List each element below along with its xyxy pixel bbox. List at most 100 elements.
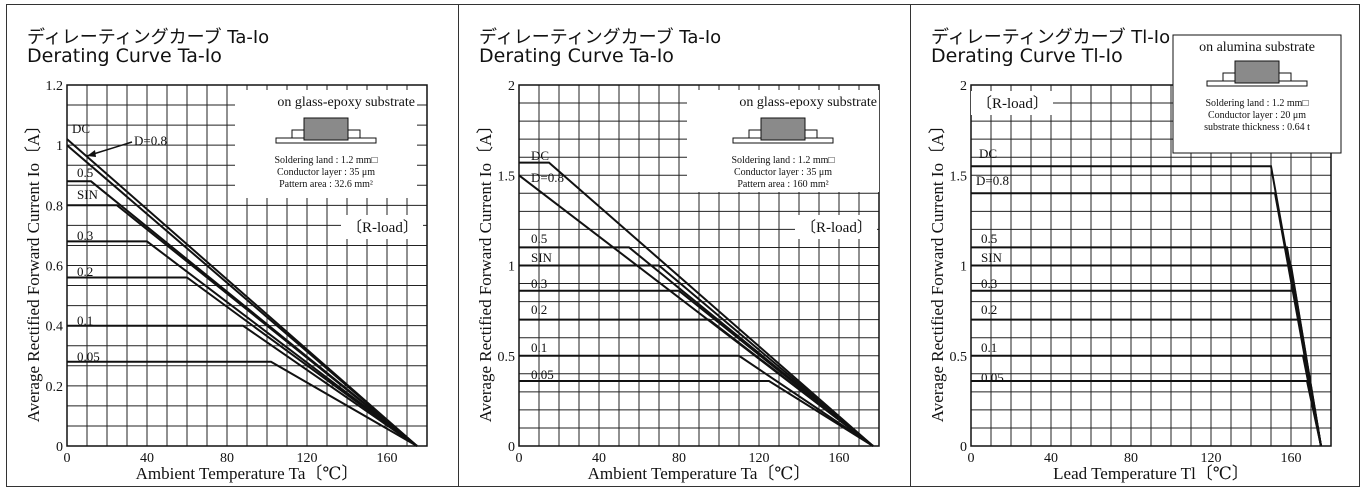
- substrate-label: on glass-epoxy substrate: [277, 95, 415, 110]
- arrow-head: [87, 150, 96, 157]
- x-tick-label: 80: [1124, 451, 1138, 466]
- chart-title-jp: ディレーティングカーブ Ta-Io: [479, 27, 722, 48]
- series-label: 0.1: [981, 340, 997, 355]
- substrate-spec-line: substrate thickness : 0.64 t: [1204, 122, 1310, 133]
- chart-svg: 0 0.5 1 1.5 2 0 40 80 120 160 Ambient Temperature …: [476, 79, 880, 483]
- x-axis-label: Ambient Temperature Ta〔℃〕: [588, 464, 811, 483]
- x-axis-label: Lead Temperature Tl〔℃〕: [1053, 464, 1249, 483]
- series-line-SIN: [67, 204, 418, 447]
- load-label: 〔R-load〕: [977, 95, 1048, 112]
- component-body: [760, 117, 806, 141]
- series-line-SIN: [519, 264, 874, 447]
- chart-title: Derating Curve Ta-Io: [27, 45, 222, 67]
- series-label: SIN: [981, 250, 1003, 265]
- series-label: D=0.8: [134, 133, 167, 148]
- figure-frame: ディレーティングカーブ Ta-Io Derating Curve Ta-Io 0…: [6, 4, 1360, 487]
- y-tick-label: 0: [508, 440, 515, 455]
- series-label: DC: [979, 146, 997, 161]
- solder-pad-left: [291, 129, 305, 139]
- series-label: 0.2: [77, 264, 93, 279]
- series-label: 0.5: [981, 231, 997, 246]
- series-line-0-3: [67, 240, 418, 447]
- solder-pad-left: [748, 129, 762, 139]
- series-label: 0.3: [981, 276, 997, 291]
- chart-title-jp: ディレーティングカーブ Ta-Io: [27, 27, 270, 48]
- series-line-D-0-8: [66, 144, 418, 447]
- substrate-diagram: [732, 117, 834, 144]
- substrate-spec-line: Conductor layer : 35 μm: [734, 167, 832, 178]
- legend-box: [1172, 34, 1342, 154]
- series-line-0-3: [519, 289, 874, 447]
- load-label-bg: [971, 91, 1053, 115]
- series-label: 0.05: [981, 370, 1004, 385]
- series-line-DC: [971, 165, 1322, 447]
- substrate-spec-line: Conductor layer : 20 μm: [1208, 110, 1306, 121]
- chart-title: Derating Curve Ta-Io: [479, 45, 674, 67]
- y-axis-label: Average Rectified Forward Current Io〔A〕: [24, 117, 43, 423]
- series-label: D=0.8: [976, 173, 1009, 188]
- load-label-bg: [795, 215, 877, 239]
- series-label: 0.5: [77, 165, 93, 180]
- load-label-bg: [341, 215, 423, 239]
- substrate-diagram: [1206, 60, 1308, 87]
- substrate-label: on glass-epoxy substrate: [739, 95, 877, 110]
- x-tick-label: 0: [64, 451, 71, 466]
- series-label: 0.2: [531, 302, 547, 317]
- y-tick-label: 0.8: [46, 199, 64, 214]
- substrate-diagram: [275, 117, 377, 144]
- chart-title: Derating Curve Tl-Io: [931, 45, 1123, 67]
- x-tick-label: 40: [1044, 451, 1058, 466]
- series-line-0-3: [971, 289, 1322, 447]
- legend-box: [235, 90, 417, 198]
- series-label: 0.3: [77, 228, 93, 243]
- y-tick-label: 0: [56, 440, 63, 455]
- panel-tl-io-alumina: ディレーティングカーブ Tl-Io Derating Curve Tl-Io 0…: [910, 5, 1359, 486]
- substrate-spec-line: Soldering land : 1.2 mm□: [732, 155, 835, 166]
- series-label: DC: [531, 148, 549, 163]
- y-tick-label: 0.2: [46, 380, 64, 395]
- load-label: 〔R-load〕: [347, 219, 418, 236]
- series-label: DC: [72, 121, 90, 136]
- solder-pad-right: [1278, 72, 1292, 82]
- series-label: 0.05: [77, 349, 100, 364]
- series-line-0-5: [971, 246, 1322, 447]
- series-label: SIN: [531, 250, 553, 265]
- series-line-0-05: [519, 380, 874, 447]
- panel-ta-io-glass-32: ディレーティングカーブ Ta-Io Derating Curve Ta-Io 0…: [7, 5, 458, 486]
- solder-pad-left: [1222, 72, 1236, 82]
- y-tick-label: 1: [960, 260, 967, 275]
- series-line-0-5: [519, 246, 874, 447]
- substrate-label: on alumina substrate: [1199, 40, 1315, 55]
- plot-border: [66, 84, 428, 447]
- y-tick-label: 1.2: [46, 79, 64, 94]
- series-line-0-2: [971, 318, 1322, 447]
- y-axis-label: Average Rectified Forward Current Io〔A〕: [476, 117, 495, 423]
- solder-pad-right: [804, 129, 818, 139]
- x-tick-label: 160: [377, 451, 398, 466]
- x-tick-label: 160: [1281, 451, 1302, 466]
- series-label: 0.2: [981, 302, 997, 317]
- series-label: 0.3: [531, 276, 547, 291]
- x-tick-label: 120: [297, 451, 318, 466]
- series-label: 0.5: [531, 231, 547, 246]
- substrate-spec-line: Soldering land : 1.2 mm□: [1206, 98, 1309, 109]
- series-label: 0.05: [531, 367, 554, 382]
- solder-pad-right: [347, 129, 361, 139]
- series-line-0-1: [67, 324, 418, 447]
- panel-ta-io-glass-160: ディレーティングカーブ Ta-Io Derating Curve Ta-Io 0…: [458, 5, 910, 486]
- x-tick-label: 0: [968, 451, 975, 466]
- series-line-0-2: [519, 318, 874, 447]
- substrate-spec-line: Pattern area : 160 mm²: [737, 179, 828, 190]
- substrate-spec-line: Conductor layer : 35 μm: [277, 167, 375, 178]
- y-tick-label: 1: [508, 260, 515, 275]
- y-tick-label: 1: [56, 139, 63, 154]
- chart-svg: 0 0.2 0.4 0.6 0.8 1 1.2 0 40 80 120 160 Ambient Temp…: [24, 79, 428, 483]
- y-tick-label: 2: [508, 79, 515, 94]
- y-tick-label: 0: [960, 440, 967, 455]
- chart-title-jp: ディレーティングカーブ Tl-Io: [931, 27, 1171, 48]
- y-tick-label: 0.5: [498, 350, 516, 365]
- x-tick-label: 40: [140, 451, 154, 466]
- x-tick-label: 0: [516, 451, 523, 466]
- series-label: 0.1: [531, 340, 547, 355]
- x-axis-label: Ambient Temperature Ta〔℃〕: [136, 464, 359, 483]
